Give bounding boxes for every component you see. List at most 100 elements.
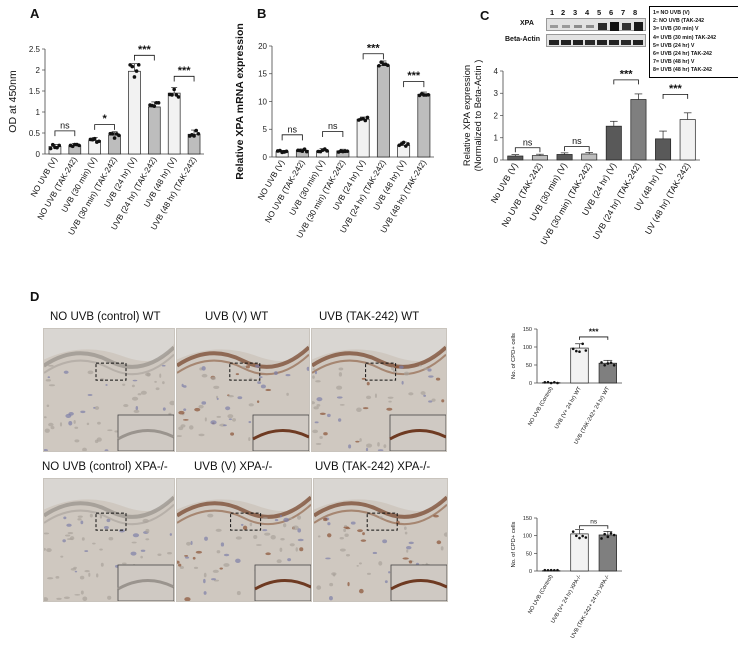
cell-nucleus — [204, 417, 207, 422]
cell-nucleus — [237, 396, 243, 400]
x-tick-label: UV (48 hr) (TAK-242) — [643, 161, 692, 236]
bar — [128, 70, 141, 155]
cell-nucleus — [223, 563, 230, 567]
y-tick-label: 4 — [494, 67, 499, 76]
cell-nucleus — [357, 529, 363, 533]
epidermis-layer — [177, 495, 311, 519]
data-point — [156, 101, 161, 105]
cell-nucleus — [92, 542, 96, 545]
legend-item: 3= UVB (30 min) V — [653, 26, 699, 33]
cell-nucleus — [260, 384, 266, 389]
cell-nucleus — [194, 407, 201, 412]
cell-nucleus — [223, 424, 227, 427]
data-point — [603, 532, 606, 536]
epidermis-border — [44, 503, 174, 526]
cell-nucleus — [245, 365, 250, 369]
cell-nucleus — [64, 534, 71, 537]
cell-nucleus — [312, 368, 316, 370]
data-point — [581, 534, 584, 538]
significance-label: ns — [60, 120, 70, 130]
cell-nucleus — [361, 377, 367, 380]
cell-nucleus — [132, 533, 140, 538]
cell-nucleus — [186, 541, 191, 546]
data-point — [578, 536, 581, 540]
cell-nucleus — [201, 366, 206, 371]
cell-nucleus — [198, 404, 204, 409]
data-point — [196, 131, 201, 136]
bar — [570, 347, 589, 384]
cell-nucleus — [184, 554, 189, 557]
x-tick-label: NO UVB (Control) — [527, 386, 554, 427]
panel-letter-c: C — [480, 8, 490, 23]
cell-nucleus — [316, 585, 322, 590]
cell-nucleus — [336, 385, 343, 390]
cell-nucleus — [48, 384, 56, 387]
cell-nucleus — [216, 550, 221, 554]
cell-nucleus — [355, 440, 360, 443]
cell-nucleus — [423, 394, 427, 397]
cell-nucleus — [80, 410, 86, 414]
cell-nucleus — [107, 595, 112, 600]
cell-nucleus — [131, 541, 137, 544]
cell-nucleus — [137, 393, 142, 396]
data-point — [401, 140, 406, 145]
bar — [605, 125, 622, 161]
blot-row-label-actin: Beta-Actin — [505, 36, 541, 43]
cell-nucleus — [203, 572, 207, 578]
cell-nucleus — [366, 395, 372, 400]
significance-bracket — [54, 130, 76, 137]
cell-nucleus — [366, 443, 373, 448]
cell-nucleus — [114, 430, 119, 433]
cell-nucleus — [44, 428, 50, 433]
data-point — [110, 131, 115, 136]
data-point — [553, 380, 556, 384]
cell-nucleus — [356, 407, 362, 412]
cell-nucleus — [62, 539, 66, 543]
cell-nucleus — [314, 421, 319, 424]
data-point — [112, 136, 117, 140]
cell-nucleus — [210, 376, 216, 381]
cell-nucleus — [362, 407, 369, 410]
histology-image-xpa-uvb-tak — [313, 478, 448, 602]
cell-nucleus — [227, 395, 234, 398]
data-point — [606, 362, 610, 365]
cell-nucleus — [306, 366, 309, 371]
cell-nucleus — [327, 413, 331, 418]
significance-bracket — [564, 146, 590, 152]
cell-nucleus — [339, 537, 344, 540]
cell-nucleus — [161, 364, 166, 367]
cell-nucleus — [169, 533, 172, 536]
photo-title: NO UVB (control) WT — [50, 311, 161, 323]
cell-nucleus — [69, 536, 75, 541]
cell-nucleus — [201, 373, 208, 378]
cell-nucleus — [219, 567, 223, 570]
cell-nucleus — [362, 532, 365, 536]
significance-label: *** — [620, 68, 634, 80]
significance-label: ns — [590, 518, 598, 525]
y-tick-label: 2.5 — [29, 45, 41, 54]
cell-nucleus — [46, 577, 54, 580]
cell-nucleus — [377, 442, 380, 447]
data-point — [92, 136, 97, 141]
cell-nucleus — [220, 542, 225, 547]
data-point — [172, 87, 176, 92]
cell-nucleus — [242, 525, 248, 531]
data-point — [609, 531, 613, 535]
y-tick-label: 0 — [263, 153, 268, 162]
y-tick-label: 1 — [36, 108, 41, 117]
cell-nucleus — [289, 543, 295, 547]
cell-nucleus — [240, 523, 244, 526]
cell-nucleus — [319, 436, 323, 439]
data-point — [556, 568, 559, 572]
cell-nucleus — [408, 392, 414, 396]
cell-nucleus — [242, 365, 246, 368]
cell-nucleus — [323, 432, 328, 436]
cell-nucleus — [55, 576, 60, 579]
cell-nucleus — [435, 377, 441, 381]
y-tick-label: 0 — [529, 569, 532, 575]
y-axis-label: No. of CPD+ cells — [511, 521, 517, 567]
cell-nucleus — [132, 379, 138, 382]
cell-nucleus — [328, 596, 333, 601]
x-tick-label: NO UVB (Control) — [527, 574, 554, 615]
